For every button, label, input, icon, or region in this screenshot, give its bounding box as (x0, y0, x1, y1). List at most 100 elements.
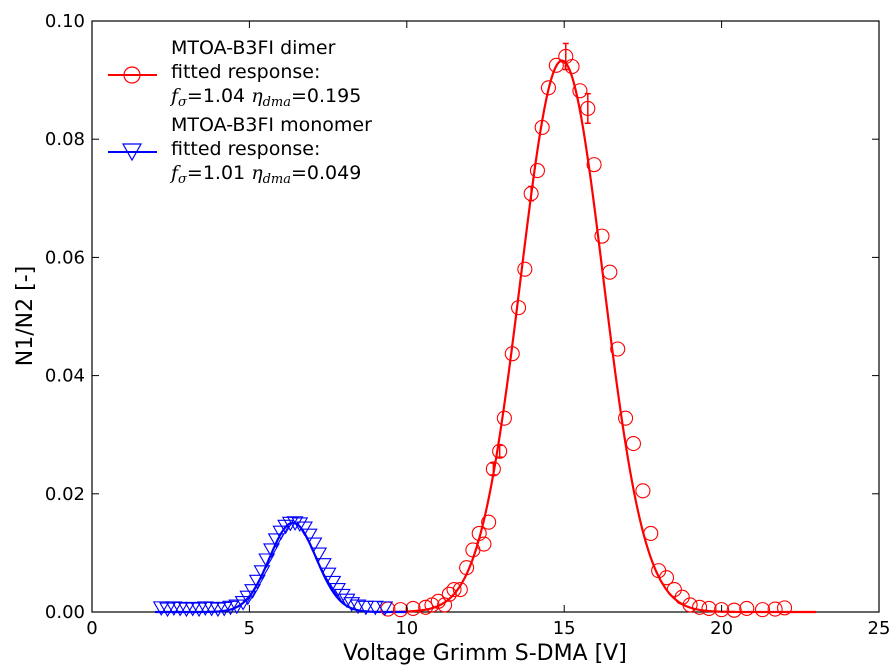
data-point-triangle (253, 565, 271, 580)
legend-text-monomer-line2: fitted response: (171, 138, 320, 160)
data-point-circle (643, 525, 659, 541)
x-tick-label: 5 (244, 618, 255, 639)
y-tick-label: 0.00 (45, 602, 85, 623)
x-axis-label: Voltage Grimm S-DMA [V] (343, 641, 627, 666)
data-point-circle (635, 483, 651, 499)
data-point-triangle (343, 597, 361, 612)
data-point-circle (726, 602, 742, 618)
data-point-triangle (281, 516, 299, 532)
data-point-circle (452, 581, 468, 598)
data-point-triangle (300, 528, 318, 544)
data-point-triangle (333, 588, 351, 604)
legend-text-dimer-line1: MTOA-B3FI dimer (171, 37, 336, 59)
legend-entry-monomer: MTOA-B3FI monomer fitted response: fσ=1.… (108, 114, 372, 187)
data-point-circle (534, 119, 550, 135)
data-point-triangle (366, 600, 384, 616)
data-point-triangle (357, 600, 375, 616)
data-point-circle (564, 58, 580, 75)
data-point-circle (767, 601, 783, 617)
x-tick-label: 10 (395, 618, 418, 639)
data-point-circle (529, 162, 545, 179)
monomer-f-sigma-value: 1.01 (203, 162, 245, 184)
data-point-triangle (376, 601, 394, 616)
data-point-triangle (258, 553, 276, 569)
axis-ticks: 0 5 10 15 20 25 0.00 0.02 0.04 0.06 0.08 0.10 (45, 11, 891, 639)
data-point-triangle (291, 517, 309, 533)
data-point-triangle (152, 601, 170, 616)
data-point-circle (548, 57, 564, 73)
data-point-triangle (244, 584, 262, 599)
data-point-triangle (267, 533, 285, 548)
y-tick-label: 0.02 (45, 484, 85, 505)
dimer-eta-value: 0.195 (307, 85, 361, 107)
data-point-triangle (203, 601, 221, 617)
x-tick-label: 15 (553, 618, 576, 639)
data-point-circle (405, 600, 421, 617)
data-point-triangle (310, 547, 328, 563)
legend-marker-circle-icon (123, 66, 141, 84)
data-point-circle (777, 600, 793, 616)
data-point-circle (459, 560, 475, 576)
data-point-circle (682, 597, 698, 613)
data-point-circle (523, 186, 539, 202)
data-point-triangle (196, 601, 214, 616)
data-point-circle (492, 443, 508, 459)
legend-text-dimer-params: fσ=1.04 ηdma=0.195 (169, 85, 361, 110)
fit-curve-1 (154, 521, 407, 614)
data-point-circle (602, 264, 618, 280)
data-point-circle (441, 586, 457, 602)
y-tick-label: 0.08 (45, 129, 85, 150)
data-point-circle (701, 600, 717, 617)
y-tick-label: 0.06 (45, 247, 85, 268)
data-point-triangle (286, 516, 304, 531)
legend-text-monomer-params: fσ=1.01 ηdma=0.049 (169, 162, 361, 187)
y-tick-label: 0.04 (45, 366, 85, 387)
data-point-triangle (184, 601, 202, 617)
data-point-circle (465, 542, 481, 558)
data-point-triangle (305, 537, 323, 553)
data-point-triangle (165, 601, 183, 616)
data-points (152, 48, 793, 618)
data-point-circle (540, 80, 557, 96)
data-point-triangle (228, 599, 246, 615)
x-tick-label: 0 (86, 618, 97, 639)
fit-curve-0 (391, 59, 817, 614)
data-point-triangle (329, 582, 346, 598)
data-point-circle (754, 602, 771, 618)
legend: MTOA-B3FI dimer fitted response: fσ=1.04… (108, 37, 372, 187)
data-point-triangle (314, 558, 332, 573)
data-point-circle (739, 600, 755, 617)
data-point-circle (496, 410, 512, 426)
data-point-circle (446, 581, 462, 598)
data-point-circle (392, 602, 409, 618)
data-point-triangle (177, 602, 195, 618)
data-point-triangle (277, 519, 295, 535)
data-point-circle (572, 83, 588, 99)
legend-text-dimer-line2: fitted response: (171, 61, 320, 83)
data-point-triangle (209, 602, 227, 618)
data-point-circle (610, 341, 626, 357)
x-tick-label: 25 (868, 618, 891, 639)
dimer-f-sigma-value: 1.04 (203, 85, 245, 107)
y-tick-label: 0.10 (45, 11, 85, 32)
data-point-triangle (171, 601, 189, 617)
legend-marker-triangle-icon (121, 143, 143, 162)
data-point-triangle (262, 543, 280, 559)
data-point-circle (471, 525, 487, 541)
data-point-circle (517, 261, 533, 277)
data-point-triangle (239, 590, 257, 606)
data-point-triangle (319, 567, 337, 583)
data-point-circle (594, 228, 610, 244)
error-bars (490, 42, 591, 476)
data-point-circle (658, 570, 675, 586)
data-point-circle (714, 602, 730, 618)
data-point-circle (418, 599, 434, 615)
data-point-circle (481, 514, 497, 530)
data-point-circle (437, 597, 453, 613)
data-point-circle (625, 436, 642, 452)
data-point-circle (511, 300, 527, 316)
data-point-circle (504, 346, 520, 362)
monomer-eta-value: 0.049 (307, 162, 361, 184)
legend-entry-dimer: MTOA-B3FI dimer fitted response: fσ=1.04… (108, 37, 361, 110)
